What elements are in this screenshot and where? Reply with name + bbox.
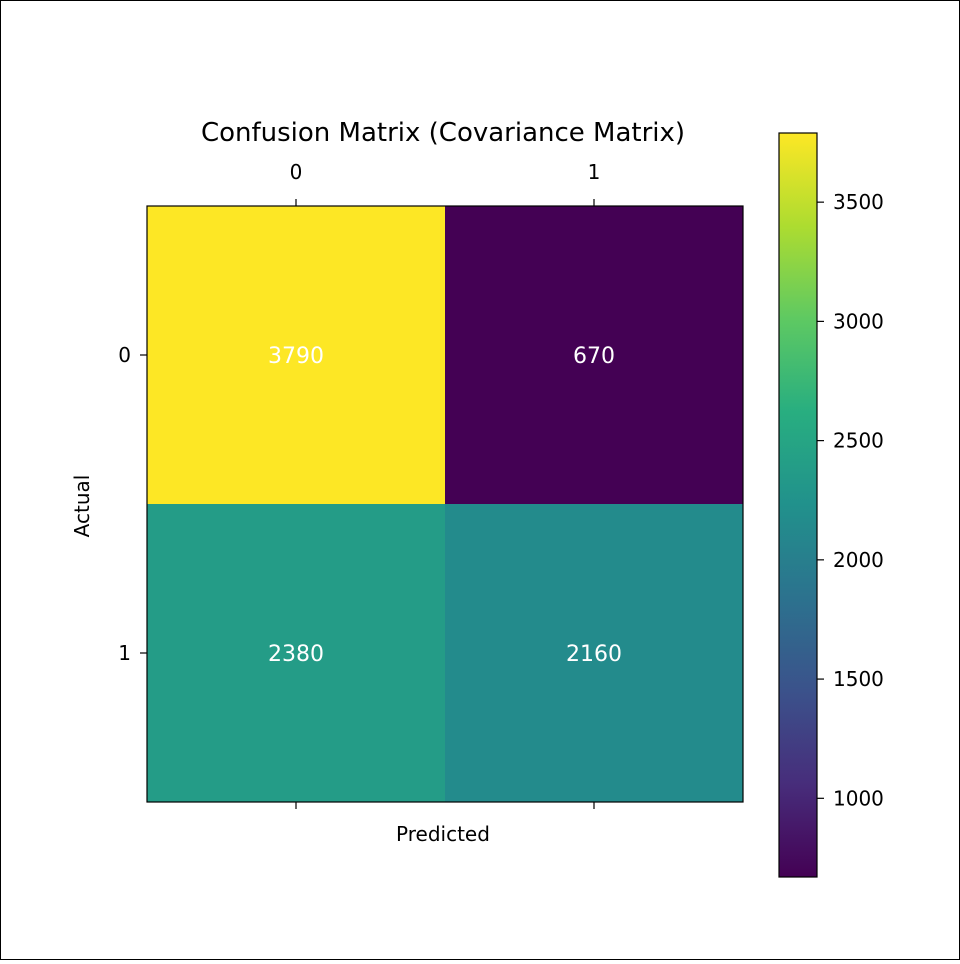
colorbar-tick-label-0: 1000 xyxy=(833,786,884,810)
cell-label-1-1: 2160 xyxy=(566,642,622,667)
colorbar xyxy=(778,132,818,878)
cell-label-0-1: 670 xyxy=(573,344,615,369)
x-tick-label-0: 0 xyxy=(290,160,303,184)
plot-frame xyxy=(146,205,744,803)
chart-title: Confusion Matrix (Covariance Matrix) xyxy=(201,118,685,148)
colorbar-tick-label-1: 1500 xyxy=(833,667,884,691)
y-ticks: 01 xyxy=(118,343,147,665)
colorbar-tick-label-5: 3500 xyxy=(833,190,884,214)
y-tick-label-1: 1 xyxy=(118,641,131,665)
heatmap-cells: 3790 670 2380 2160 xyxy=(147,206,743,802)
cell-label-1-0: 2380 xyxy=(268,642,324,667)
colorbar-ticks: 1000 1500 2000 2500 3000 3500 xyxy=(817,190,884,810)
cell-label-0-0: 3790 xyxy=(268,344,324,369)
x-axis-label: Predicted xyxy=(396,822,490,846)
cell-0-0 xyxy=(147,206,445,504)
y-tick-label-0: 0 xyxy=(118,343,131,367)
y-axis-label: Actual xyxy=(70,475,94,538)
colorbar-tick-label-4: 3000 xyxy=(833,309,884,333)
colorbar-tick-label-2: 2000 xyxy=(833,548,884,572)
cell-1-0 xyxy=(147,504,445,802)
cell-0-1 xyxy=(445,206,743,504)
cell-1-1 xyxy=(445,504,743,802)
colorbar-tick-label-3: 2500 xyxy=(833,429,884,453)
x-tick-label-1: 1 xyxy=(588,160,601,184)
